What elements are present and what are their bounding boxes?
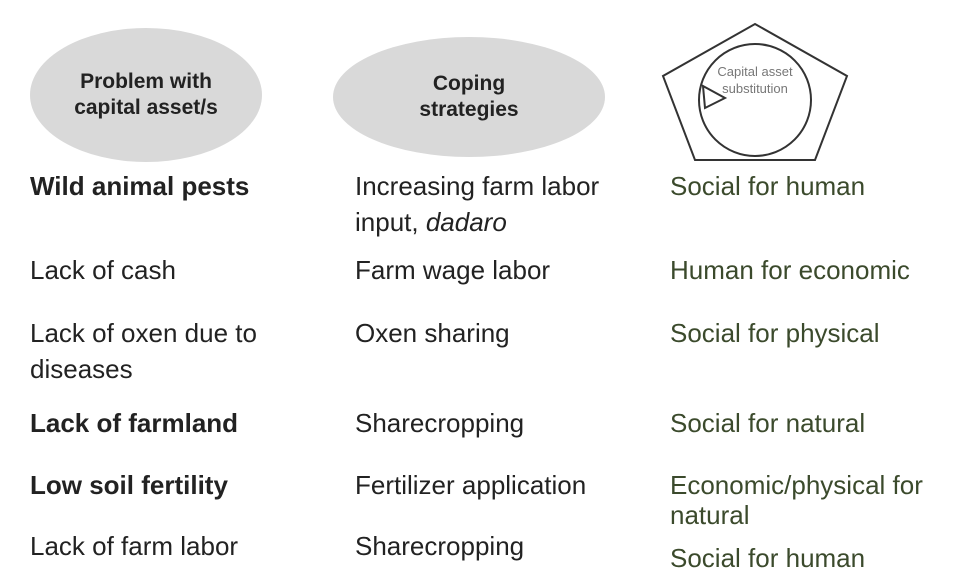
strategy-text: Oxen sharing [355, 318, 510, 348]
substitution: Social for human [670, 171, 866, 201]
strategy-text: Sharecropping [355, 531, 525, 561]
strategy: Oxen sharing [355, 315, 655, 351]
substitution: Social for physical [670, 318, 880, 348]
strategy-text: Increasing farm labor input, [355, 171, 600, 237]
header-label: Problem with capital asset/s [74, 70, 218, 119]
substitution: Social for human [670, 543, 866, 573]
strategy-text: Fertilizer application [355, 470, 587, 500]
pentagon-icon [661, 22, 849, 161]
header-ellipse: Problem with capital asset/s [30, 28, 262, 162]
header-label: Capital asset substitution [717, 64, 793, 96]
strategy: Increasing farm labor input, dadaro [355, 168, 655, 240]
problem: Lack of farm labor [30, 531, 239, 561]
strategy: Farm wage labor [355, 252, 655, 288]
strategy-text: Sharecropping [355, 408, 525, 438]
substitution: Social for natural [670, 408, 866, 438]
header-ellipse: Coping strategies [333, 37, 605, 157]
substitution: Human for economic [670, 255, 910, 285]
problem: Low soil fertility [30, 470, 228, 500]
strategy: Sharecropping [355, 528, 655, 564]
strategy: Fertilizer application [355, 467, 655, 503]
problem: Lack of farmland [30, 408, 239, 438]
strategy-text: Farm wage labor [355, 255, 551, 285]
problem: Wild animal pests [30, 171, 250, 201]
problem: Lack of oxen due to diseases [30, 318, 257, 384]
header-label: Coping strategies [419, 72, 519, 121]
strategy: Sharecropping [355, 405, 655, 441]
substitution: Economic/physical for natural [670, 470, 923, 530]
strategy-emphasis: dadaro [425, 207, 507, 237]
problem: Lack of cash [30, 255, 176, 285]
